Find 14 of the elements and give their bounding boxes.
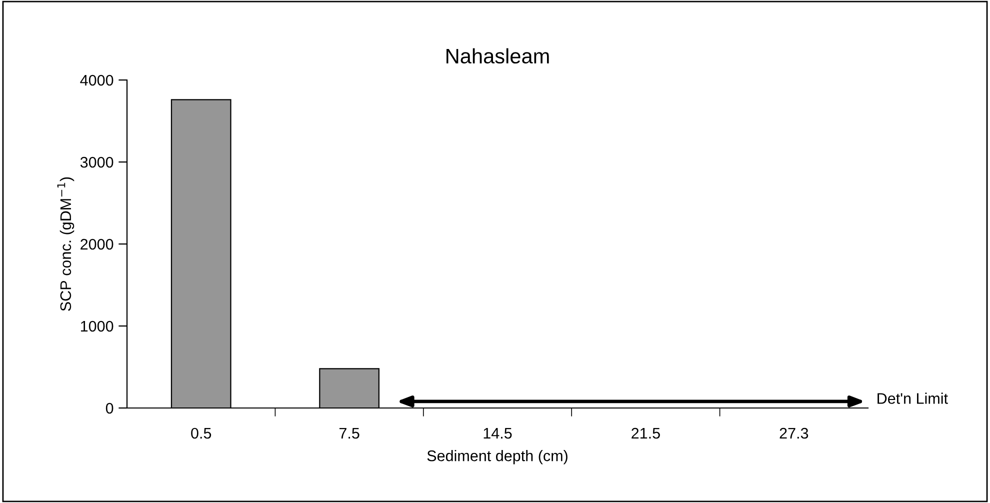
y-tick-label: 4000 [80, 74, 114, 86]
y-tick-label: 2000 [80, 238, 114, 250]
text: Det'n Limit [878, 392, 948, 404]
y-tick-label: 1000 [80, 320, 114, 332]
x-tick-label: 14.5 [484, 428, 512, 439]
x-tick-label: 21.5 [632, 428, 660, 439]
x-tick-label: 7.5 [339, 428, 360, 439]
y-axis-title: SCP conc. (gDM$^{−1}$) [57, 177, 74, 311]
y-tick-label: 0 [106, 402, 114, 414]
x-tick-label: 0.5 [191, 428, 212, 439]
chart-title: Nahasleam [446, 48, 549, 64]
x-axis-title: Sediment depth (cm) [427, 450, 568, 464]
x-tick-label: 27.3 [780, 428, 808, 439]
y-tick-label: 3000 [80, 156, 114, 168]
